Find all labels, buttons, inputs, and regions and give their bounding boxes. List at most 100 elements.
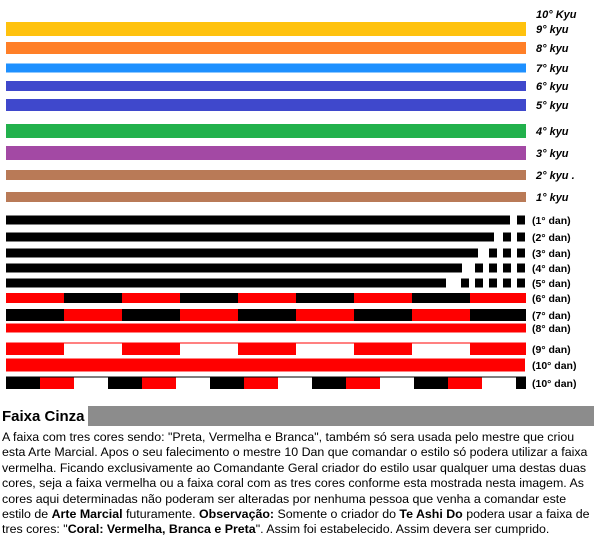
- belt-label-12: (2° dan): [532, 232, 571, 244]
- belt-21-segment-16: [516, 377, 526, 389]
- belt-21-segment-6: [176, 377, 210, 389]
- belt-label-13: (3° dan): [532, 248, 571, 260]
- belt-21-segment-7: [210, 377, 244, 389]
- belt-15-stripe-2: [503, 278, 511, 288]
- belt-label-8: 3° kyu: [536, 148, 569, 160]
- belt-12-stripe-1: [517, 232, 525, 242]
- belt-21-segment-14: [448, 377, 482, 389]
- belt-label-21: (10° dan): [532, 378, 576, 390]
- belt-label-19: (9° dan): [532, 344, 571, 356]
- belt-label-5: 6° kyu: [536, 81, 569, 93]
- belt-21-segment-13: [414, 377, 448, 389]
- body-bold-2: Observação:: [198, 507, 275, 522]
- belt-21-segment-9: [278, 377, 312, 389]
- belt-10: [6, 192, 526, 202]
- belt-17-segment-2: [64, 309, 122, 321]
- belt-16-segment-6: [296, 293, 354, 303]
- belt-19-segment-6: [296, 343, 354, 355]
- belt-21-segment-8: [244, 377, 278, 389]
- belt-chart: 10° Kyu 9° kyu 8° kyu 7° kyu 6° kyu 5° kyu 4° …: [6, 9, 577, 390]
- belt-19-segment-1: [6, 343, 64, 355]
- belt-16-segment-5: [238, 293, 296, 303]
- belt-19-segment-5: [238, 343, 296, 355]
- belt-16-segment-2: [64, 293, 122, 303]
- belt-5: [6, 81, 526, 91]
- belt-17-segment-4: [180, 309, 238, 321]
- body-text-4: podera usar a faixa de tres cores: ": [2, 507, 590, 537]
- belt-label-7: 4° kyu: [535, 126, 569, 138]
- belt-label-4: 7° kyu: [536, 63, 569, 75]
- belt-label-9: 2° kyu .: [535, 170, 575, 182]
- belt-label-3: 8° kyu: [536, 43, 569, 55]
- belt-7: [6, 124, 526, 138]
- section-header: Faixa Cinza: [0, 406, 598, 428]
- belt-17-segment-3: [122, 309, 180, 321]
- belt-label-15: (5° dan): [532, 278, 571, 290]
- belt-11-stripe-1: [517, 215, 525, 225]
- belt-15-stripe-5: [461, 278, 469, 288]
- belt-label-10: 1° kyu: [536, 192, 569, 204]
- belt-13-stripe-1: [517, 248, 525, 258]
- body-text-5: ". Assim foi estabelecido. Assim devera …: [255, 522, 550, 537]
- belt-11: [6, 215, 510, 225]
- belt-21-segment-3: [74, 377, 108, 389]
- belt-label-6: 5° kyu: [536, 100, 569, 112]
- belt-15-stripe-1: [517, 278, 525, 288]
- belt-16-segment-8: [412, 293, 470, 303]
- belt-13-stripe-2: [503, 248, 511, 258]
- belt-17-segment-8: [412, 309, 470, 321]
- belt-12: [6, 232, 494, 242]
- belt-19-segment-3: [122, 343, 180, 355]
- belt-label-11: (1° dan): [532, 215, 571, 227]
- belt-14: [6, 263, 462, 273]
- belt-21-segment-10: [312, 377, 346, 389]
- belt-19-segment-4: [180, 343, 238, 355]
- belt-label-1: 10° Kyu: [536, 9, 577, 21]
- belt-14-stripe-4: [475, 263, 483, 273]
- body-bold-1: Arte Marcial: [51, 507, 123, 522]
- belt-19-segment-8: [412, 343, 470, 355]
- belt-label-14: (4° dan): [532, 263, 571, 275]
- belt-15-stripe-3: [489, 278, 497, 288]
- belt-2: [6, 22, 526, 36]
- belt-3: [6, 42, 526, 54]
- belt-14-stripe-2: [503, 263, 511, 273]
- body-bold-4: Coral: Vermelha, Branca e Preta: [67, 522, 256, 537]
- belt-19-segment-9: [470, 343, 526, 355]
- belt-16-segment-1: [6, 293, 64, 303]
- belt-17-segment-7: [354, 309, 412, 321]
- belt-21-segment-2: [40, 377, 74, 389]
- belt-label-18: (8° dan): [532, 323, 571, 335]
- belt-label-17: (7° dan): [532, 310, 571, 322]
- body-text-3: Somente o criador do: [274, 507, 400, 522]
- section-title: Faixa Cinza: [2, 408, 87, 425]
- belt-19-segment-7: [354, 343, 412, 355]
- belt-16-segment-7: [354, 293, 412, 303]
- belt-17-segment-9: [470, 309, 526, 321]
- belt-16-segment-4: [180, 293, 238, 303]
- belt-15: [6, 278, 446, 288]
- section-body: A faixa com tres cores sendo: "Preta, Ve…: [2, 430, 596, 538]
- belt-20: [6, 358, 525, 372]
- belt-17-segment-5: [238, 309, 296, 321]
- belt-label-16: (6° dan): [532, 293, 571, 305]
- section-title-bar: [88, 406, 594, 426]
- belt-21-segment-4: [108, 377, 142, 389]
- belt-21-segment-15: [482, 377, 516, 389]
- belt-9: [6, 170, 526, 180]
- belt-21-segment-5: [142, 377, 176, 389]
- belt-21-segment-11: [346, 377, 380, 389]
- belt-21-segment-1: [6, 377, 40, 389]
- belt-16-segment-3: [122, 293, 180, 303]
- belt-8: [6, 146, 526, 160]
- belt-label-20: (10° dan): [532, 360, 576, 372]
- belt-13-stripe-3: [489, 248, 497, 258]
- belt-18: [6, 323, 526, 333]
- body-text-2: futuramente.: [122, 507, 199, 522]
- belt-16-segment-9: [470, 293, 526, 303]
- belt-17-segment-6: [296, 309, 354, 321]
- belt-label-2: 9° kyu: [536, 24, 569, 36]
- belt-12-stripe-2: [503, 232, 511, 242]
- caption-section: Faixa Cinza A faixa com tres cores sendo…: [0, 406, 598, 536]
- belt-17-segment-1: [6, 309, 64, 321]
